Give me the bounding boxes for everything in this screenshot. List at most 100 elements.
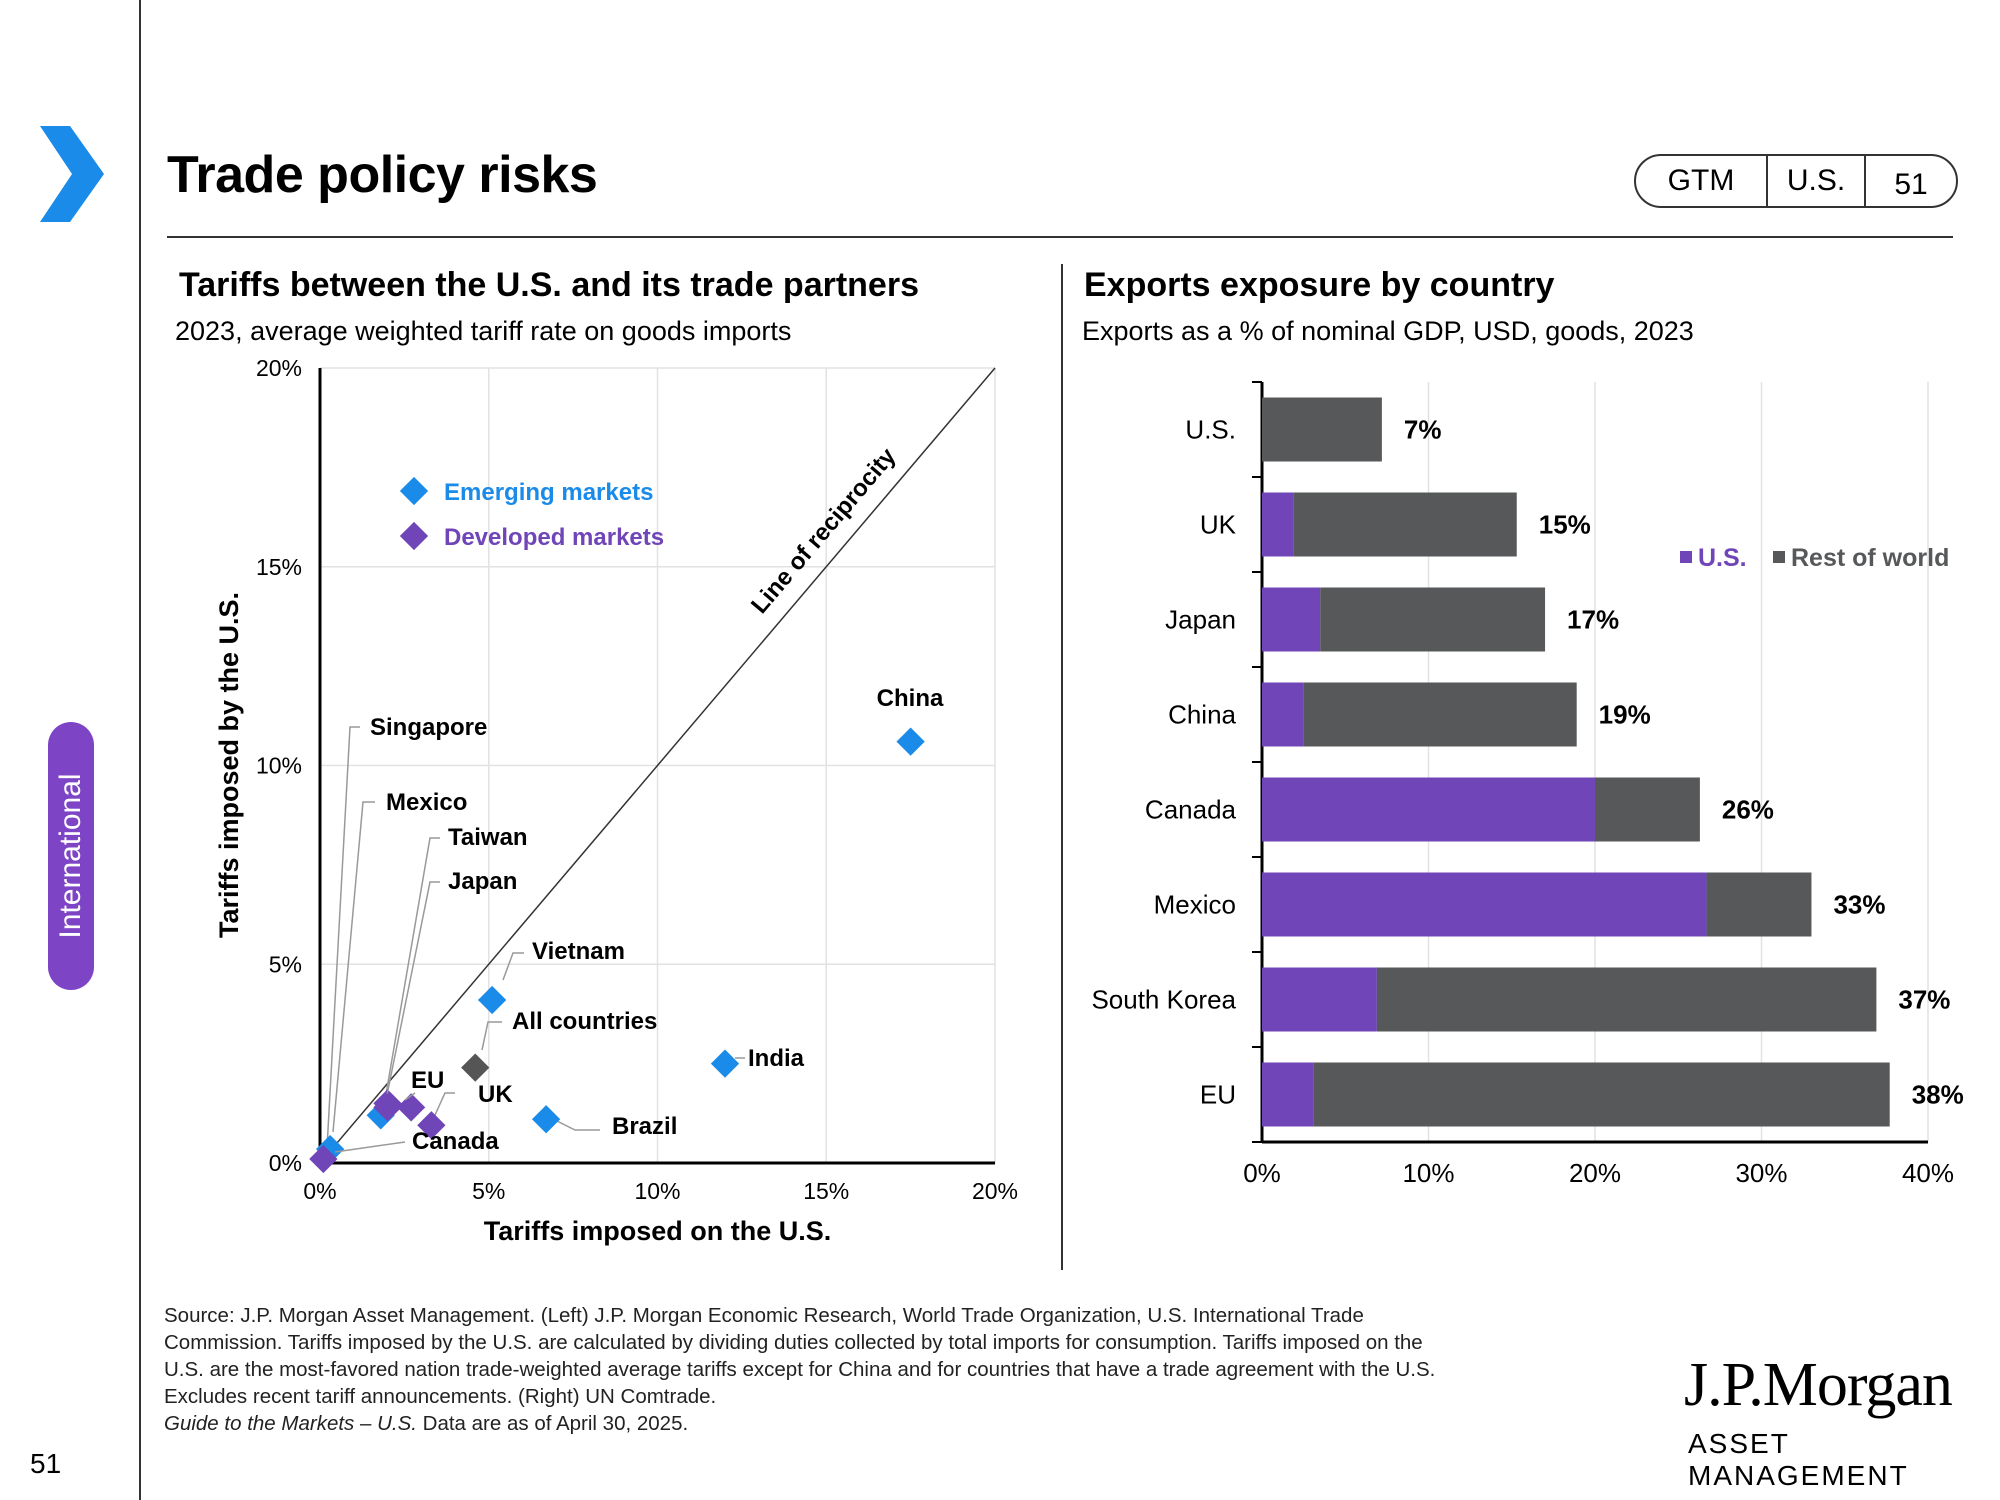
- bar-segment-us: [1262, 587, 1321, 652]
- header-rule: [167, 236, 1953, 238]
- point-label: Mexico: [386, 789, 467, 816]
- legend-marker-us: [1680, 551, 1692, 563]
- left-chart-title: Tariffs between the U.S. and its trade p…: [179, 266, 919, 304]
- bar-segment-rest-of-world: [1376, 967, 1877, 1032]
- x-tick-label: 15%: [803, 1178, 849, 1204]
- scatter-point: [373, 1093, 402, 1122]
- x-tick-label: 20%: [972, 1178, 1018, 1204]
- bar-segment-us: [1262, 682, 1304, 747]
- legend-marker-emerging: [399, 476, 429, 506]
- bar-segment-us: [1262, 967, 1377, 1032]
- point-leader-line: [404, 1092, 416, 1101]
- bar-segment-rest-of-world: [1706, 872, 1812, 937]
- legend-label-rest-of-world: Rest of world: [1791, 544, 1949, 572]
- page-title: Trade policy risks: [167, 146, 598, 204]
- category-label: Japan: [1165, 605, 1236, 635]
- footnote-line: Excludes recent tariff announcements. (R…: [164, 1385, 717, 1408]
- x-tick-label: 20%: [1569, 1158, 1621, 1188]
- x-tick-label: 5%: [472, 1178, 505, 1204]
- bar-total-label: 17%: [1567, 605, 1619, 635]
- badge-region: U.S.: [1786, 164, 1846, 197]
- point-label: All countries: [512, 1008, 657, 1035]
- scatter-point: [531, 1105, 561, 1134]
- category-label: China: [1168, 700, 1236, 730]
- point-leader-line: [334, 1141, 406, 1153]
- right-chart-title: Exports exposure by country: [1084, 266, 1555, 304]
- bar-segment-us: [1262, 1062, 1314, 1127]
- scatter-point: [710, 1049, 740, 1078]
- y-tick-label: 15%: [256, 554, 302, 580]
- legend-label-emerging: Emerging markets: [444, 479, 653, 506]
- bar-total-label: 26%: [1722, 795, 1774, 825]
- point-label: Singapore: [370, 714, 487, 741]
- point-leader-line: [554, 1119, 600, 1131]
- section-tab[interactable]: [48, 722, 94, 990]
- left-divider: [139, 0, 141, 1500]
- bar-segment-rest-of-world: [1262, 397, 1382, 462]
- bar-total-label: 33%: [1833, 890, 1885, 920]
- x-tick-label: 10%: [1402, 1158, 1454, 1188]
- footnote-date: Data are as of April 30, 2025.: [416, 1412, 689, 1435]
- category-label: UK: [1200, 510, 1237, 540]
- footnote-guide: Guide to the Markets – U.S. Data are as …: [164, 1410, 1594, 1437]
- point-label: Vietnam: [532, 938, 625, 965]
- y-axis-title: Tariffs imposed by the U.S.: [214, 592, 244, 938]
- category-label: U.S.: [1185, 415, 1236, 445]
- scatter-point: [896, 727, 925, 756]
- legend-label-us: U.S.: [1698, 544, 1747, 572]
- scatter-point: [461, 1053, 490, 1082]
- footnote-guide-title: Guide to the Markets – U.S.: [164, 1412, 417, 1435]
- right-chart-subtitle: Exports as a % of nominal GDP, USD, good…: [1082, 316, 1694, 346]
- point-leader-line: [326, 726, 360, 1149]
- bar-segment-rest-of-world: [1303, 682, 1577, 747]
- chart-divider: [1061, 264, 1063, 1270]
- x-tick-label: 0%: [303, 1178, 336, 1204]
- badge-page: 51: [1894, 168, 1928, 201]
- badge-divider: [1864, 156, 1866, 206]
- page-badge: GTM U.S. 51: [1634, 154, 1958, 208]
- bar-segment-rest-of-world: [1293, 492, 1517, 557]
- category-label: Mexico: [1154, 890, 1236, 920]
- point-label: Taiwan: [448, 824, 528, 851]
- point-label: Brazil: [612, 1113, 677, 1140]
- bar-segment-rest-of-world: [1595, 777, 1700, 842]
- scatter-point: [309, 1144, 338, 1174]
- badge-divider: [1766, 156, 1768, 206]
- point-label: Japan: [448, 868, 517, 895]
- bar-total-label: 19%: [1599, 700, 1651, 730]
- bar-total-label: 7%: [1404, 415, 1442, 445]
- x-tick-label: 10%: [634, 1178, 680, 1204]
- reciprocity-line: [319, 367, 996, 1164]
- bar-total-label: 15%: [1539, 510, 1591, 540]
- legend-label-developed: Developed markets: [444, 524, 664, 551]
- exports-bar-chart: 0% 10% 20% 30% 40% U.S. 7% UK 15% Japan 17% China 19…: [1091, 381, 1964, 1188]
- jpmorgan-logo: J.P.Morgan: [1684, 1351, 1953, 1419]
- category-label: South Korea: [1091, 985, 1236, 1015]
- point-label: China: [877, 685, 944, 712]
- y-tick-label: 0%: [269, 1150, 302, 1176]
- x-tick-label: 40%: [1902, 1158, 1954, 1188]
- legend-marker-developed: [399, 521, 429, 551]
- footnote-line: Commission. Tariffs imposed by the U.S. …: [164, 1331, 1423, 1354]
- footnote-line: U.S. are the most-favored nation trade-w…: [164, 1358, 1436, 1381]
- chevron-right-icon: [40, 126, 104, 222]
- category-label: EU: [1200, 1080, 1236, 1110]
- point-leader-line: [384, 837, 440, 1101]
- bar-segment-us: [1262, 872, 1707, 937]
- tariff-scatter-chart: 0% 5% 10% 15% 20% 0% 5% 10% 15% 20% Tariffs impose…: [214, 355, 1018, 1246]
- x-tick-label: 30%: [1735, 1158, 1787, 1188]
- legend-marker-rest-of-world: [1773, 551, 1785, 563]
- asset-management-logo: ASSET MANAGEMENT: [1688, 1428, 1909, 1491]
- point-label: UK: [478, 1081, 513, 1108]
- point-leader-line: [481, 1021, 502, 1051]
- left-chart-subtitle: 2023, average weighted tariff rate on go…: [175, 316, 792, 346]
- badge-gtm: GTM: [1667, 164, 1735, 197]
- source-footnote: Source: J.P. Morgan Asset Management. (L…: [164, 1302, 1594, 1437]
- scatter-point: [477, 985, 507, 1015]
- y-tick-label: 5%: [269, 951, 302, 977]
- point-leader-line: [384, 881, 440, 1106]
- x-axis-title: Tariffs imposed on the U.S.: [484, 1216, 832, 1246]
- x-tick-label: 0%: [1243, 1158, 1281, 1188]
- point-label: EU: [411, 1067, 444, 1094]
